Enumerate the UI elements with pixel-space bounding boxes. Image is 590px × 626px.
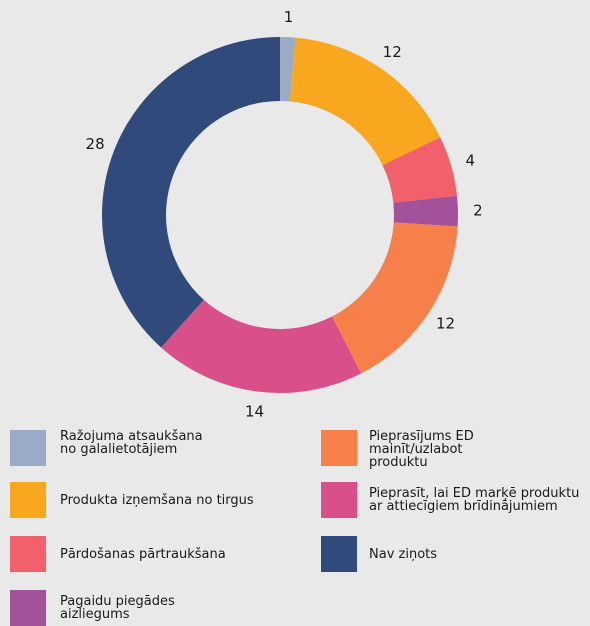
- legend-swatch: [321, 536, 357, 572]
- legend-item: Nav ziņots: [321, 536, 437, 572]
- donut-slice: [280, 37, 296, 102]
- legend-item: Ražojuma atsaukšana no galalietotājiem: [10, 430, 203, 466]
- value-label: 2: [473, 202, 483, 220]
- legend-swatch: [321, 482, 357, 518]
- donut-slice: [382, 137, 457, 203]
- legend-label: Ražojuma atsaukšana no galalietotājiem: [60, 429, 203, 457]
- legend-swatch: [10, 430, 46, 466]
- legend-swatch: [10, 482, 46, 518]
- donut-slice: [101, 37, 281, 348]
- value-labels: 1 12 4 2 12 14 28: [86, 8, 483, 420]
- legend-item: Produkta izņemšana no tirgus: [10, 482, 254, 518]
- legend-item: Pieprasījums ED mainīt/uzlabot produktu: [321, 430, 474, 469]
- legend-swatch: [10, 536, 46, 572]
- legend-label: Nav ziņots: [369, 547, 438, 562]
- legend-swatch: [321, 430, 357, 466]
- donut-slices: [101, 37, 459, 393]
- value-label: 28: [86, 135, 105, 153]
- legend-label: Pārdošanas pārtraukšana: [60, 547, 226, 562]
- legend-label: Pieprasījums ED mainīt/uzlabot produktu: [369, 429, 474, 470]
- legend-label: Pagaidu piegādes aizliegums: [60, 594, 175, 622]
- legend-label: Produkta izņemšana no tirgus: [60, 493, 254, 508]
- legend-item: Pagaidu piegādes aizliegums: [10, 590, 175, 626]
- legend-label: Pieprasīt, lai ED marķē produktu ar atti…: [369, 486, 580, 514]
- value-label: 12: [436, 315, 455, 333]
- value-label: 14: [245, 402, 264, 420]
- donut-slice: [289, 37, 441, 166]
- donut-slice: [161, 299, 362, 393]
- donut-slice: [393, 195, 459, 227]
- value-label: 4: [466, 151, 476, 169]
- donut-slice: [331, 222, 458, 374]
- legend-item: Pieprasīt, lai ED marķē produktu ar atti…: [321, 482, 579, 518]
- value-label: 12: [383, 43, 402, 61]
- legend-item: Pārdošanas pārtraukšana: [10, 536, 226, 572]
- value-label: 1: [284, 8, 294, 26]
- legend-swatch: [10, 590, 46, 626]
